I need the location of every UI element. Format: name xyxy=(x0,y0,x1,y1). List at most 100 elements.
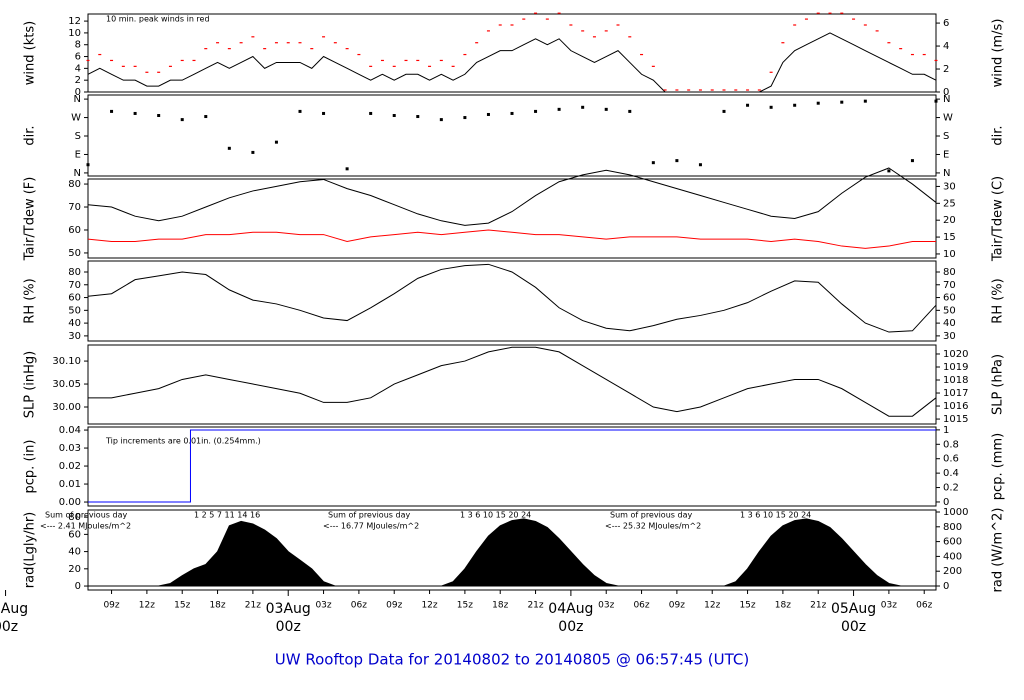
y2-tick-label: 0.2 xyxy=(943,483,959,494)
annotation: <--- 25.32 MJoules/m^2 xyxy=(605,522,701,531)
annotation: Sum of previous day xyxy=(610,511,692,520)
y2-axis-label: pcp. (mm) xyxy=(991,433,1006,500)
y-tick-label: 0.04 xyxy=(59,425,81,436)
date-hour-label: 00z xyxy=(841,619,866,635)
y2-tick-label: 40 xyxy=(943,318,956,329)
series-line xyxy=(87,229,936,249)
y2-tick-label: 30 xyxy=(943,181,956,192)
x-tick-label: 15z xyxy=(457,601,473,611)
y-axis-label: SLP (inHg) xyxy=(23,351,38,419)
point xyxy=(581,105,585,109)
y-axis-label: rad(Lgly/hr) xyxy=(23,512,38,588)
x-tick-label: 12z xyxy=(139,601,155,611)
x-tick-label: 15z xyxy=(739,601,755,611)
y2-tick-label: 2 xyxy=(943,64,949,75)
y2-tick-label: 400 xyxy=(943,551,962,562)
point xyxy=(110,109,114,113)
point xyxy=(887,169,891,173)
y-axis-label: dir. xyxy=(23,125,38,145)
x-tick-label: 03z xyxy=(881,601,897,611)
y2-tick-label: 20 xyxy=(943,215,956,226)
y-tick-label: 40 xyxy=(68,318,81,329)
y-tick-label: 30.10 xyxy=(52,356,81,367)
point xyxy=(675,159,679,163)
point xyxy=(157,114,161,118)
y-tick-label: 0.01 xyxy=(59,479,81,490)
y-tick-label: 40 xyxy=(68,547,81,558)
y-tick-label: 70 xyxy=(68,280,81,291)
annotation: 1 2 5 7 11 14 16 xyxy=(194,511,260,520)
series-line xyxy=(87,167,937,226)
y-tick-label: 50 xyxy=(68,305,81,316)
point xyxy=(534,109,538,113)
y2-tick-label: 600 xyxy=(943,537,962,548)
y2-tick-label: 1018 xyxy=(943,375,968,386)
y-tick-label: 60 xyxy=(68,529,81,540)
point xyxy=(722,109,726,113)
point xyxy=(934,99,938,103)
x-tick-label: 06z xyxy=(916,601,932,611)
date-hour-label: 00z xyxy=(0,619,18,635)
y-tick-label: 0.03 xyxy=(59,443,81,454)
point xyxy=(863,99,867,103)
point xyxy=(463,116,467,120)
y2-tick-label: E xyxy=(943,149,949,160)
x-tick-label: 18z xyxy=(209,601,225,611)
point xyxy=(133,111,137,115)
y2-tick-label: 30 xyxy=(943,331,956,342)
y2-axis-label: dir. xyxy=(991,125,1006,145)
x-tick-label: 21z xyxy=(527,601,543,611)
y-tick-label: 0 xyxy=(75,581,81,592)
y2-tick-label: 0.8 xyxy=(943,439,959,450)
x-tick-label: 21z xyxy=(810,601,826,611)
y2-tick-label: 800 xyxy=(943,522,962,533)
y2-tick-label: 1016 xyxy=(943,401,968,412)
y2-tick-label: 50 xyxy=(943,305,956,316)
y-axis-label: Tair/Tdew (F) xyxy=(23,177,38,262)
x-tick-label: 21z xyxy=(245,601,261,611)
panel-frame xyxy=(87,509,937,591)
y2-tick-label: 25 xyxy=(943,198,956,209)
y2-tick-label: 10 xyxy=(943,249,956,260)
y-tick-label: 12 xyxy=(68,16,81,27)
point xyxy=(180,118,184,122)
y2-tick-label: 1019 xyxy=(943,362,968,373)
y-tick-label: N xyxy=(74,168,81,179)
annotation: Sum of previous day xyxy=(328,511,410,520)
x-tick-label: 03z xyxy=(598,601,614,611)
y2-tick-label: N xyxy=(943,94,950,105)
point xyxy=(345,167,349,171)
y-tick-label: 60 xyxy=(68,225,81,236)
point xyxy=(628,109,632,113)
date-hour-label: 00z xyxy=(276,619,301,635)
y-tick-label: 8 xyxy=(75,40,81,51)
y-axis-label: pcp. (in) xyxy=(23,440,38,494)
x-tick-label: 09z xyxy=(103,601,119,611)
y-tick-label: 80 xyxy=(68,267,81,278)
x-tick-label: 18z xyxy=(492,601,508,611)
series-line xyxy=(88,429,936,503)
annotation: 1 3 6 10 15 20 24 xyxy=(460,511,531,520)
panel-frame xyxy=(87,13,937,93)
y-tick-label: 60 xyxy=(68,293,81,304)
y-tick-label: 10 xyxy=(68,28,81,39)
point xyxy=(769,105,773,109)
point xyxy=(227,146,231,150)
y-tick-label: 30.00 xyxy=(52,402,81,413)
y2-tick-label: 1020 xyxy=(943,349,968,360)
point xyxy=(274,140,278,144)
point xyxy=(510,111,514,115)
y-tick-label: 30 xyxy=(68,331,81,342)
y2-tick-label: S xyxy=(943,131,949,142)
y2-axis-label: Tair/Tdew (C) xyxy=(991,176,1006,262)
y-axis-label: RH (%) xyxy=(23,278,38,323)
panel-frame xyxy=(87,260,937,342)
panel-frame xyxy=(87,344,937,425)
annotation: <--- 16.77 MJoules/m^2 xyxy=(323,522,419,531)
date-label: 05Aug xyxy=(831,601,876,617)
y-tick-label: 0 xyxy=(75,87,81,98)
y-tick-label: 0.00 xyxy=(59,497,81,508)
y2-tick-label: 15 xyxy=(943,232,956,243)
annotation: <--- 2.41 MJoules/m^2 xyxy=(40,522,131,531)
